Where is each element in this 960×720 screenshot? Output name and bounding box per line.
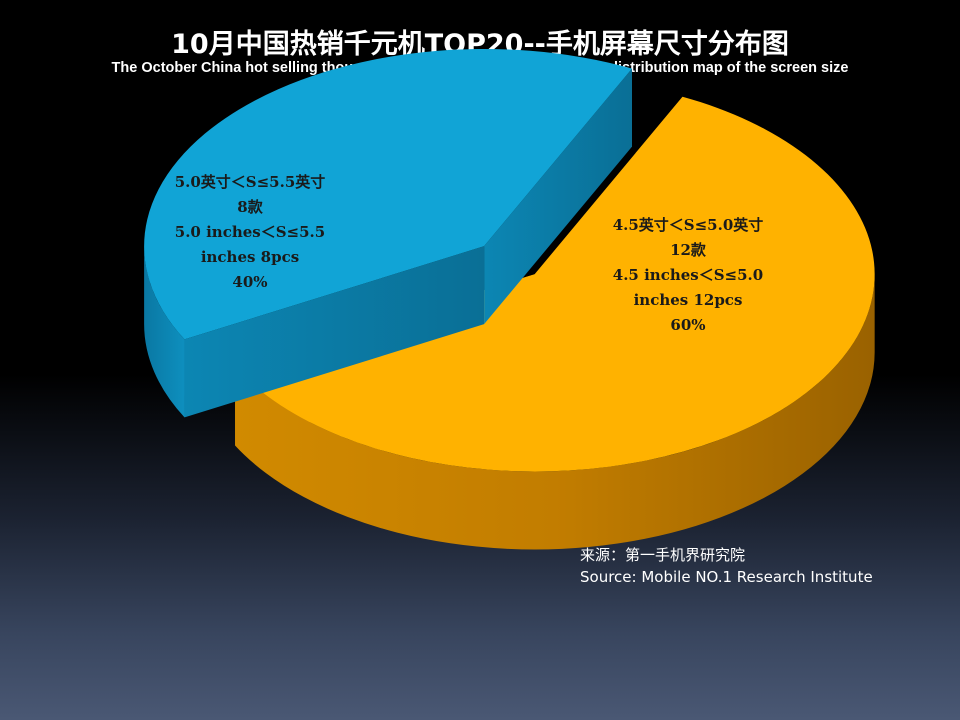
slice-label-cn: 5.0英寸＜S≤5.5英寸 [174, 173, 326, 191]
slice-label-count-cn: 8款 [237, 198, 263, 216]
pie-slice-gold [235, 96, 875, 472]
slice-label-en-1: 5.0 inches＜S≤5.5 [174, 223, 326, 241]
slice-label-cn: 4.5英寸＜S≤5.0英寸 [612, 216, 764, 234]
source-line-cn: 来源：第一手机界研究院 [580, 546, 746, 564]
source-note: 来源：第一手机界研究院 Source: Mobile NO.1 Research… [580, 544, 873, 588]
slice-label-count-cn: 12款 [670, 241, 706, 259]
pie-side-gold-0 [235, 274, 875, 550]
slice-label-en-2: inches 12pcs [633, 291, 743, 309]
pie-side-blue-0 [144, 246, 185, 418]
slice-label-5.0-5.5: 5.0英寸＜S≤5.5英寸 8款 5.0 inches＜S≤5.5 inches… [140, 170, 360, 295]
slice-label-percent: 60% [670, 316, 706, 334]
slice-label-4.5-5.0: 4.5英寸＜S≤5.0英寸 12款 4.5 inches＜S≤5.0 inche… [578, 213, 798, 338]
slice-label-en-1: 4.5 inches＜S≤5.0 [612, 266, 764, 284]
slice-label-en-2: inches 8pcs [200, 248, 300, 266]
slice-label-percent: 40% [232, 273, 268, 291]
pie-cut-face-blue-1 [484, 68, 633, 325]
pie-cut-face-blue-0 [184, 246, 485, 418]
source-line-en: Source: Mobile NO.1 Research Institute [580, 568, 873, 586]
pie-slice-blue [144, 48, 633, 340]
